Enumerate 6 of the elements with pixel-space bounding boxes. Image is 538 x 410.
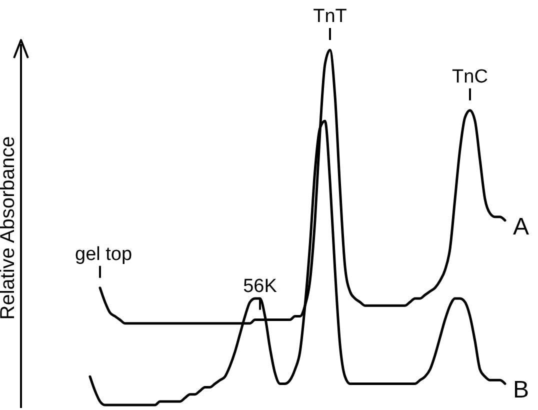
annotation: gel top bbox=[75, 244, 132, 265]
annotation: TnC bbox=[452, 66, 488, 88]
series-label: A bbox=[513, 213, 530, 240]
series-label: B bbox=[513, 376, 530, 404]
annotation: 56K bbox=[243, 276, 278, 297]
text: TnT bbox=[313, 6, 348, 27]
